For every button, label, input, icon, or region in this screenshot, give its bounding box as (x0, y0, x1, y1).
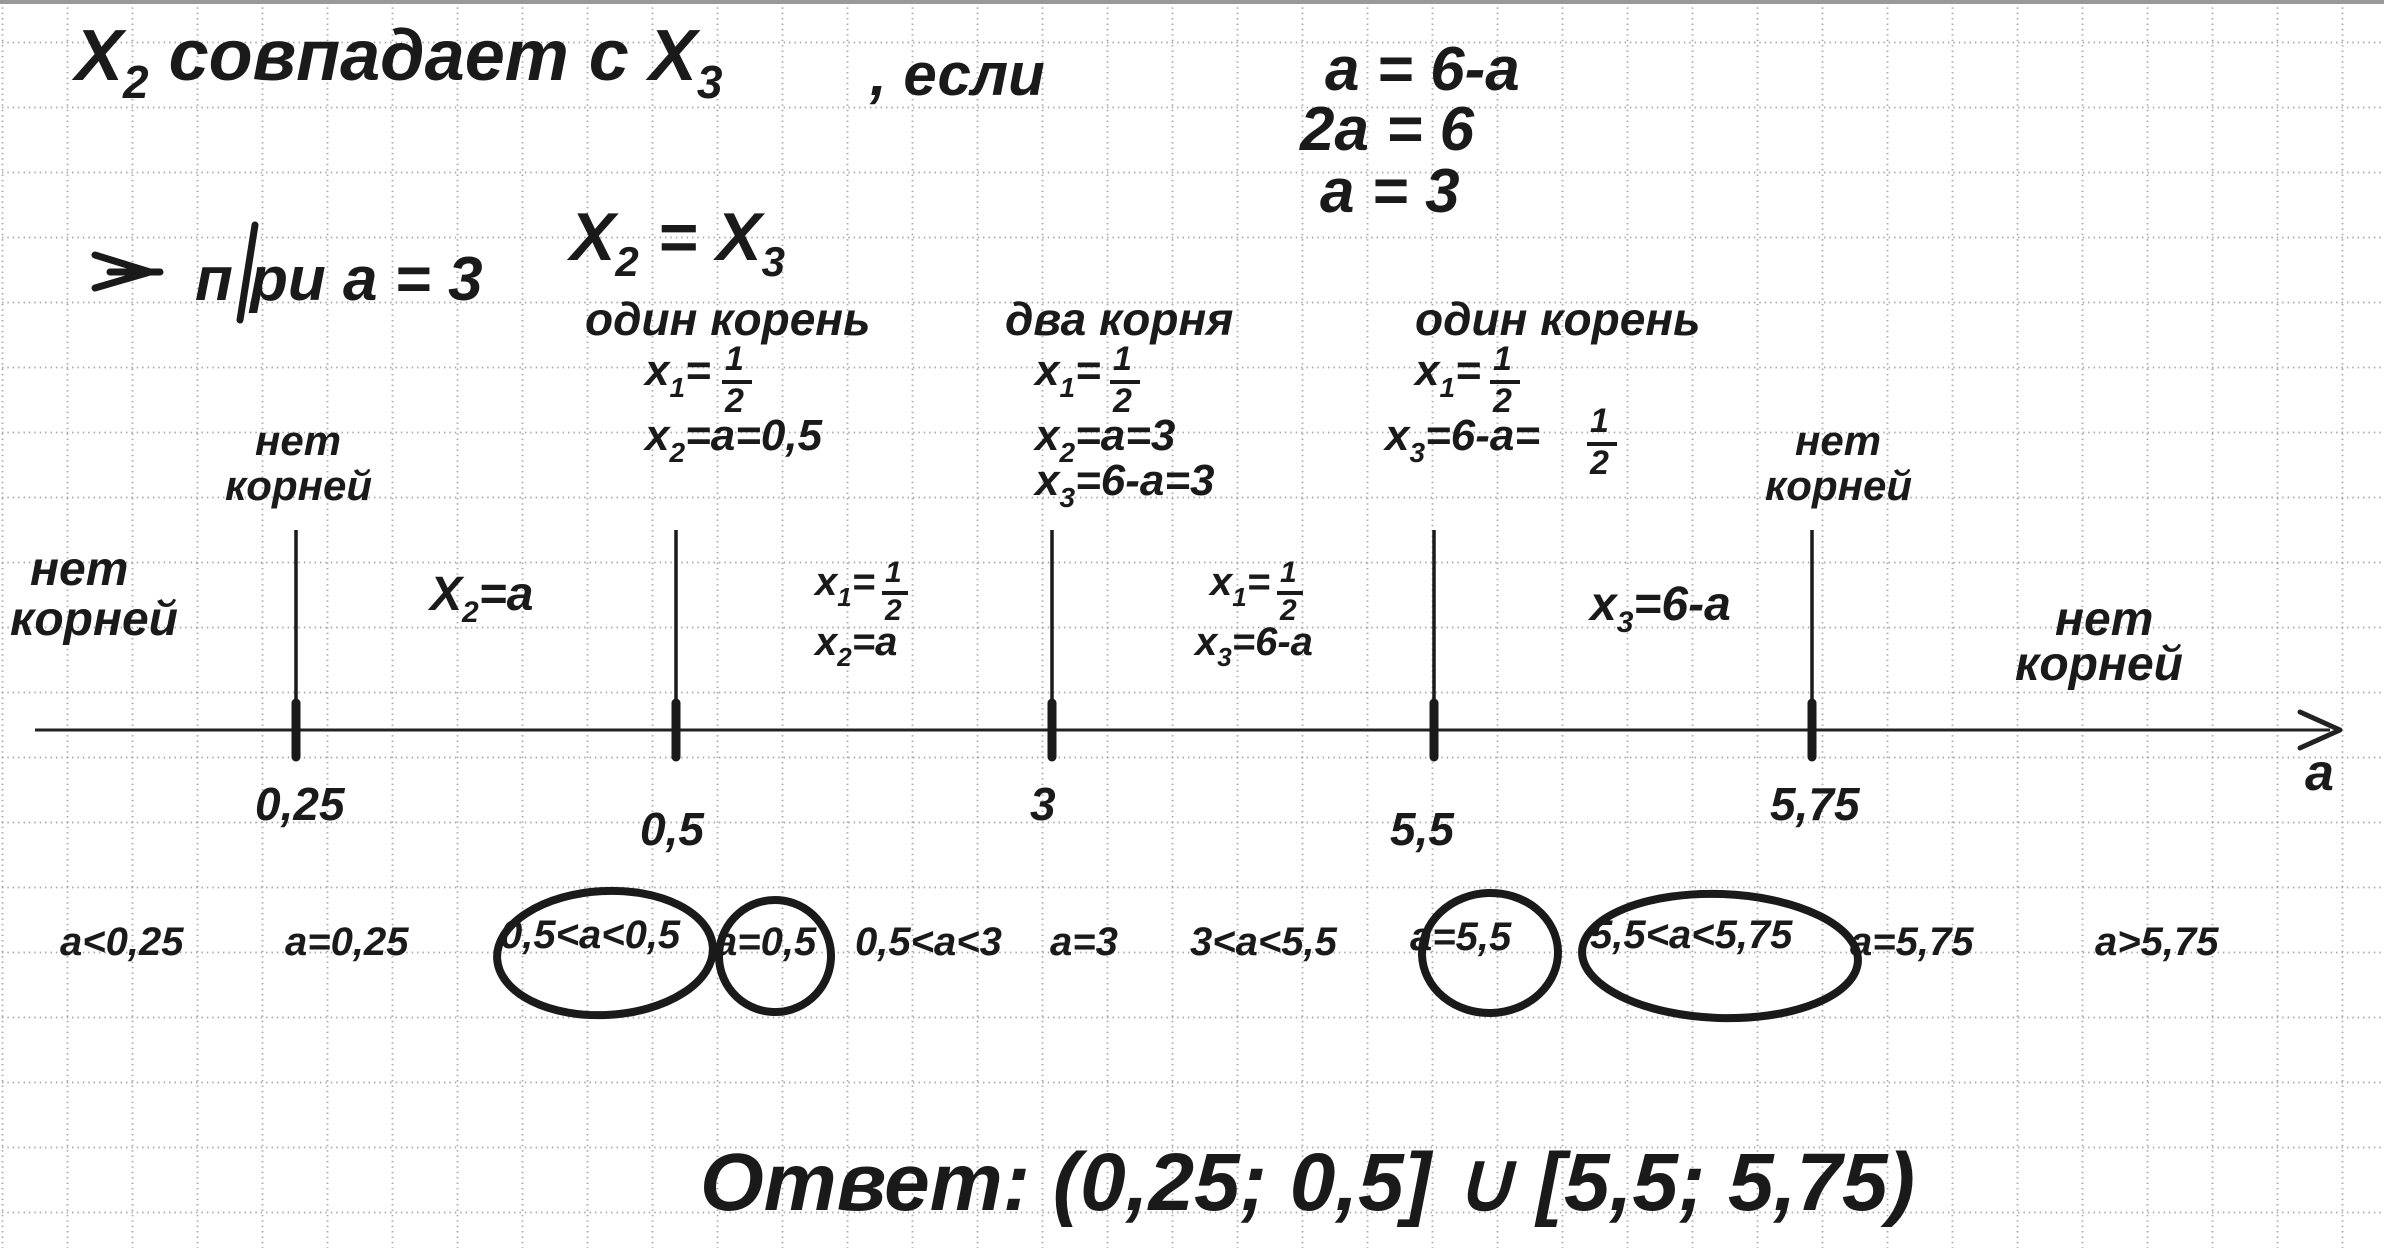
svg-text:0,5: 0,5 (640, 803, 705, 855)
svg-text:0,5<a<0,5: 0,5<a<0,5 (500, 913, 681, 957)
svg-text:a=5,75: a=5,75 (1850, 920, 1974, 964)
svg-text:a: a (2305, 744, 2334, 802)
svg-text:X2 = X3: X2 = X3 (566, 199, 785, 285)
svg-text:x2=a: x2=a (813, 620, 897, 672)
svg-text:x1=: x1= (1413, 346, 1481, 403)
svg-text:0,25: 0,25 (255, 778, 346, 830)
svg-text:x1=: x1= (813, 560, 875, 612)
svg-text:корней: корней (1765, 462, 1912, 509)
svg-text:x3=6-a: x3=6-a (1587, 578, 1731, 639)
svg-text:нет: нет (1795, 417, 1881, 464)
svg-text:5,75: 5,75 (1770, 778, 1861, 830)
svg-text:п: п (195, 245, 233, 314)
svg-text:1: 1 (1280, 556, 1297, 589)
svg-text:x1=: x1= (1033, 346, 1101, 403)
svg-text:a=3: a=3 (1050, 920, 1118, 964)
svg-text:X2 совпадает с X3: X2 совпадает с X3 (71, 16, 723, 108)
svg-text:x2=a=0,5: x2=a=0,5 (643, 411, 823, 468)
svg-text:1: 1 (1113, 340, 1132, 378)
svg-text:корней: корней (2015, 638, 2183, 691)
svg-text:2: 2 (1589, 444, 1609, 482)
svg-text:Ответ: (0,25; 0,5] ∪ [5,5; 5,: Ответ: (0,25; 0,5] ∪ [5,5; 5,75) (700, 1137, 1915, 1228)
svg-text:один корень: один корень (585, 293, 870, 345)
svg-text:2a = 6: 2a = 6 (1299, 95, 1475, 164)
svg-text:ри a = 3: ри a = 3 (248, 245, 483, 314)
svg-text:5,5: 5,5 (1390, 803, 1455, 855)
svg-text:0,5<a<3: 0,5<a<3 (855, 920, 1002, 964)
svg-text:3: 3 (1030, 778, 1056, 830)
svg-text:1: 1 (885, 556, 902, 589)
svg-text:корней: корней (225, 462, 372, 509)
svg-text:x1=: x1= (1208, 560, 1270, 612)
svg-text:X2=a: X2=a (427, 568, 533, 629)
svg-text:x3=6-a=: x3=6-a= (1383, 411, 1540, 468)
svg-text:нет: нет (255, 417, 341, 464)
svg-text:, если: , если (869, 41, 1045, 108)
svg-text:a<0,25: a<0,25 (60, 920, 184, 964)
svg-text:a>5,75: a>5,75 (2095, 920, 2219, 964)
svg-text:x3=6-a: x3=6-a (1193, 620, 1313, 672)
svg-text:корней: корней (10, 593, 178, 646)
svg-text:a = 6-a: a = 6-a (1325, 35, 1520, 104)
svg-text:a = 3: a = 3 (1320, 157, 1460, 226)
svg-text:1: 1 (1590, 402, 1609, 440)
svg-text:a=0,25: a=0,25 (285, 920, 409, 964)
svg-text:3<a<5,5: 3<a<5,5 (1190, 920, 1338, 964)
svg-text:x1=: x1= (643, 346, 711, 403)
svg-text:два корня: два корня (1005, 293, 1233, 345)
svg-text:5,5<a<5,75: 5,5<a<5,75 (1590, 913, 1793, 957)
svg-text:один корень: один корень (1415, 293, 1700, 345)
svg-text:нет: нет (30, 543, 128, 596)
svg-text:1: 1 (725, 340, 744, 378)
svg-text:1: 1 (1493, 340, 1512, 378)
